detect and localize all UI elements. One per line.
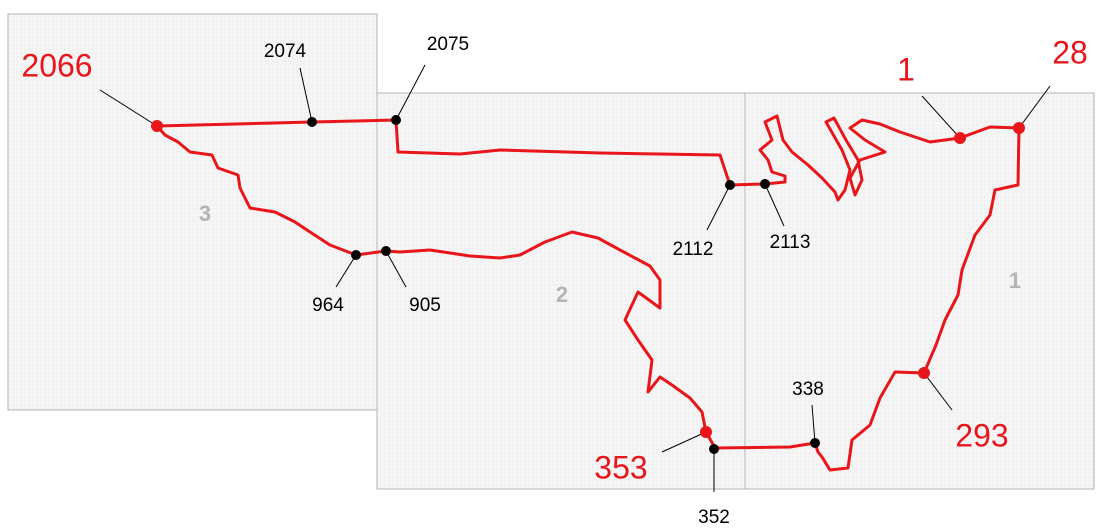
panel-label: 3 [199,201,211,226]
point [700,426,712,438]
point-label: 352 [698,507,730,528]
point [351,250,361,260]
leader-line [921,95,961,139]
leader-line [706,184,731,231]
point [918,367,930,379]
point [810,438,820,448]
point-label: 293 [955,417,1008,453]
point [151,120,163,132]
leader-line [811,404,816,444]
leader-line [99,89,158,127]
point-label: 2074 [264,41,307,62]
leader-line [299,67,313,123]
leader-line [923,372,953,411]
point-label: 1 [897,51,915,87]
point-label: 338 [792,379,824,400]
point [1013,122,1025,134]
point [381,246,391,256]
panel-label: 1 [1009,268,1021,293]
point [307,117,317,127]
leader-line [764,183,785,227]
points: 2066 2074 2075 2112 2113 964 905 338 352 1 28 293 35… [21,34,1087,528]
point-label: 2066 [21,47,92,83]
point-label: 964 [312,295,344,316]
point [760,179,770,189]
point [709,444,719,454]
leader-line [1018,85,1051,129]
point [391,115,401,125]
point-label: 905 [409,295,441,316]
point-label: 2112 [673,239,714,260]
leader-line [661,431,707,453]
point-label: 353 [594,449,647,485]
point [725,180,735,190]
panel [7,13,378,411]
point-label: 2075 [427,34,469,55]
leader-line [395,64,426,121]
leader-line [335,254,357,288]
panel-label: 2 [556,282,568,307]
point-label: 28 [1052,34,1088,70]
point [954,132,966,144]
panel [744,92,1095,490]
leader-line [385,250,407,288]
panel [376,92,746,490]
route [155,114,1021,472]
point-label: 2113 [770,232,811,253]
